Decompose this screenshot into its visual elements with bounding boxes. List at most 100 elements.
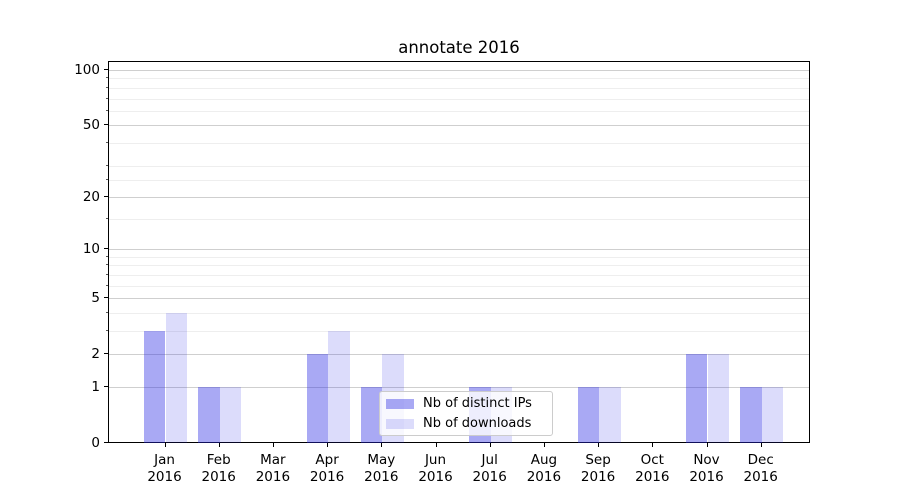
y-tick-mark: [104, 248, 108, 250]
bar-distinct-ips-month-12: [740, 387, 762, 443]
x-tick-month: Feb: [206, 452, 231, 468]
x-tick-year: 2016: [364, 469, 399, 485]
y-minor-gridline: [109, 274, 809, 276]
y-tick-mark: [104, 69, 108, 70]
x-tick-mark: [435, 443, 437, 447]
y-tick-mark: [104, 353, 108, 355]
y-tick-label: 20: [82, 188, 100, 205]
bar-distinct-ips-month-9: [577, 387, 600, 443]
y-minor-gridline: [109, 331, 809, 332]
bar-downloads-month-9: [599, 387, 621, 443]
legend-swatch-distinct-ips: [386, 398, 414, 409]
y-major-gridline: [109, 249, 809, 251]
x-tick-year: 2016: [418, 469, 453, 485]
y-major-gridline: [109, 298, 809, 300]
x-tick-month: Jun: [424, 452, 447, 468]
x-tick-year: 2016: [526, 469, 562, 485]
x-tick-mark: [598, 443, 600, 447]
y-minor-tick-mark: [106, 86, 108, 88]
bar-downloads-month-2: [219, 387, 242, 443]
x-tick-mark: [164, 443, 166, 447]
x-tick-label: Jan 2016: [133, 452, 197, 486]
y-minor-gridline: [109, 87, 809, 89]
x-tick-year: 2016: [309, 469, 345, 485]
x-tick-year: 2016: [255, 469, 291, 485]
bar-distinct-ips-month-4: [306, 354, 329, 443]
y-major-gridline: [109, 354, 809, 356]
x-tick-label: Mar 2016: [241, 452, 305, 486]
y-major-gridline: [109, 70, 809, 71]
y-tick-mark: [104, 386, 108, 387]
y-minor-tick-mark: [106, 77, 108, 79]
x-tick-label: Jun 2016: [404, 452, 468, 486]
chart-title: annotate 2016: [398, 38, 520, 57]
x-tick-label: Jul 2016: [458, 452, 522, 486]
y-tick-label: 2: [91, 346, 100, 363]
x-tick-year: 2016: [580, 469, 616, 485]
x-tick-label: Apr 2016: [295, 452, 359, 486]
y-tick-mark: [104, 442, 108, 443]
x-tick-year: 2016: [201, 469, 236, 485]
x-tick-mark: [706, 443, 708, 447]
x-tick-month: Oct: [640, 452, 664, 468]
bar-distinct-ips-month-2: [198, 387, 220, 443]
y-tick-mark: [104, 195, 108, 197]
y-minor-gridline: [109, 265, 809, 267]
legend-entry-downloads: Nb of downloads: [386, 414, 552, 434]
y-minor-tick-mark: [106, 141, 108, 143]
x-tick-year: 2016: [743, 469, 778, 485]
x-tick-year: 2016: [472, 469, 507, 485]
legend: Nb of distinct IPs Nb of downloads: [379, 391, 553, 436]
x-tick-month: Dec: [747, 452, 774, 468]
y-tick-label: 10: [82, 241, 100, 258]
y-minor-tick-mark: [106, 273, 108, 275]
y-major-gridline: [109, 125, 809, 127]
x-tick-month: Sep: [585, 452, 611, 468]
legend-swatch-downloads: [386, 418, 414, 429]
y-tick-mark: [104, 124, 108, 126]
x-tick-label: Aug 2016: [512, 452, 576, 486]
y-minor-tick-mark: [106, 109, 108, 111]
y-minor-tick-mark: [106, 330, 108, 331]
x-tick-year: 2016: [635, 469, 670, 485]
y-major-gridline: [109, 387, 809, 388]
bar-distinct-ips-month-1: [143, 331, 166, 443]
legend-label-distinct-ips: Nb of distinct IPs: [423, 396, 532, 411]
x-tick-year: 2016: [689, 469, 724, 485]
x-tick-month: Apr: [315, 452, 339, 468]
y-minor-gridline: [109, 179, 809, 181]
x-tick-mark: [489, 443, 491, 447]
x-tick-month: Aug: [530, 452, 558, 468]
y-minor-gridline: [109, 165, 809, 167]
x-tick-mark: [760, 443, 762, 447]
bar-downloads-month-4: [328, 331, 350, 443]
x-tick-label: May 2016: [349, 452, 413, 486]
y-minor-gridline: [109, 98, 809, 100]
y-tick-label: 1: [91, 379, 100, 395]
x-tick-mark: [327, 443, 329, 447]
y-minor-gridline: [109, 218, 809, 220]
x-tick-label: Dec 2016: [729, 452, 793, 486]
x-tick-mark: [272, 443, 274, 447]
y-tick-label: 5: [91, 290, 100, 307]
x-tick-mark: [218, 443, 220, 447]
x-tick-mark: [381, 443, 383, 447]
y-major-gridline: [109, 196, 809, 198]
x-tick-year: 2016: [147, 469, 182, 485]
y-minor-gridline: [109, 142, 809, 144]
x-tick-mark: [652, 443, 654, 447]
y-minor-gridline: [109, 78, 809, 80]
legend-label-downloads: Nb of downloads: [423, 416, 532, 431]
y-minor-tick-mark: [106, 217, 108, 219]
plot-area: Nb of distinct IPs Nb of downloads: [108, 61, 810, 443]
bar-downloads-month-12: [761, 387, 784, 443]
x-tick-month: Nov: [693, 452, 720, 468]
bar-distinct-ips-month-5: [360, 387, 383, 443]
y-tick-label: 0: [91, 435, 100, 451]
y-minor-tick-mark: [106, 255, 108, 257]
x-tick-label: Oct 2016: [620, 452, 684, 486]
y-minor-tick-mark: [106, 97, 108, 99]
y-minor-tick-mark: [106, 284, 108, 286]
x-tick-label: Sep 2016: [566, 452, 630, 486]
